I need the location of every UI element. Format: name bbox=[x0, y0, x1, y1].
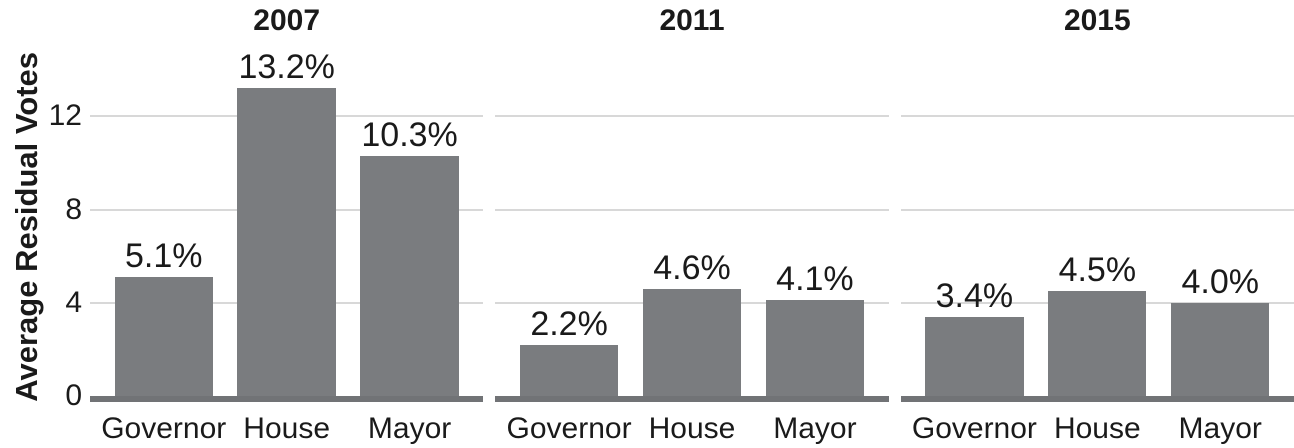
x-axis-line bbox=[495, 396, 889, 402]
x-axis-line bbox=[900, 396, 1294, 402]
facet-plot-area: 3.4% 4.5% 4.0% bbox=[900, 44, 1294, 396]
bar-value-label: 13.2% bbox=[238, 48, 335, 87]
facet-2015: 2015 3.4% 4.5% 4.0% Governor House Mayor bbox=[900, 4, 1294, 448]
facet-plot-area: 2.2% 4.6% 4.1% bbox=[495, 44, 889, 396]
gridline-12 bbox=[900, 115, 1294, 118]
y-tick-label-12: 12 bbox=[48, 99, 82, 133]
bar-value-label: 4.5% bbox=[1058, 251, 1137, 290]
bar-value-label: 5.1% bbox=[124, 237, 203, 276]
facet-2007: 2007 5.1% 13.2% 10.3% Governor House Mayor bbox=[90, 4, 484, 448]
facet-title: 2011 bbox=[659, 4, 725, 37]
bar-value-label: 4.6% bbox=[653, 248, 731, 287]
bar-value-label: 4.1% bbox=[776, 260, 854, 299]
category-label-mayor: Mayor bbox=[1178, 412, 1262, 445]
facet-plot-area: 5.1% 13.2% 10.3% bbox=[90, 44, 484, 396]
category-label-house: House bbox=[648, 412, 736, 445]
y-axis-ticks-column: 0 4 8 12 bbox=[42, 6, 90, 448]
y-tick-label-0: 0 bbox=[65, 379, 82, 412]
bar-value-label: 3.4% bbox=[935, 276, 1014, 315]
bar-mayor bbox=[1171, 302, 1270, 396]
category-labels: Governor House Mayor bbox=[495, 402, 888, 448]
category-label-mayor: Mayor bbox=[773, 412, 857, 445]
bar-governor bbox=[519, 344, 619, 396]
bar-house bbox=[1048, 291, 1147, 396]
category-label-house: House bbox=[1053, 412, 1141, 445]
bar-house bbox=[642, 288, 742, 396]
y-axis-tick-area: 0 4 8 12 bbox=[42, 44, 90, 411]
facet-title: 2015 bbox=[1063, 4, 1131, 37]
bar-value-label: 2.2% bbox=[530, 304, 608, 343]
ticks-title-spacer bbox=[42, 6, 90, 44]
bar-house bbox=[237, 88, 336, 396]
category-label-mayor: Mayor bbox=[367, 412, 452, 445]
category-label-governor: Governor bbox=[911, 412, 1037, 445]
x-axis-row bbox=[90, 396, 484, 402]
facet-panels: 2007 5.1% 13.2% 10.3% Governor House Mayor 2011… bbox=[90, 6, 1294, 448]
category-labels: Governor House Mayor bbox=[90, 402, 483, 448]
ticks-category-spacer bbox=[42, 402, 90, 448]
gridline-12 bbox=[495, 115, 889, 118]
y-axis-label-column: Average Residual Votes bbox=[0, 6, 44, 448]
y-tick-label-8: 8 bbox=[65, 192, 82, 226]
category-label-house: House bbox=[243, 412, 331, 445]
bar-governor bbox=[114, 277, 213, 396]
x-axis-row bbox=[900, 396, 1294, 402]
bar-value-label: 4.0% bbox=[1181, 262, 1259, 301]
y-tick-label-4: 4 bbox=[65, 285, 82, 319]
y-axis-label: Average Residual Votes bbox=[9, 52, 44, 402]
bar-governor bbox=[925, 316, 1024, 396]
gridline-8 bbox=[900, 208, 1294, 211]
x-axis-row bbox=[495, 396, 889, 402]
bar-mayor bbox=[765, 300, 865, 396]
category-label-governor: Governor bbox=[506, 412, 632, 445]
x-axis-line bbox=[90, 396, 484, 402]
facet-2011: 2011 2.2% 4.6% 4.1% Governor House Mayor bbox=[495, 4, 889, 448]
gridline-8 bbox=[495, 208, 889, 211]
bar-mayor bbox=[360, 155, 459, 396]
facet-title: 2007 bbox=[253, 4, 321, 37]
bar-value-label: 10.3% bbox=[361, 115, 458, 154]
category-label-governor: Governor bbox=[101, 412, 227, 445]
category-labels: Governor House Mayor bbox=[901, 402, 1294, 448]
